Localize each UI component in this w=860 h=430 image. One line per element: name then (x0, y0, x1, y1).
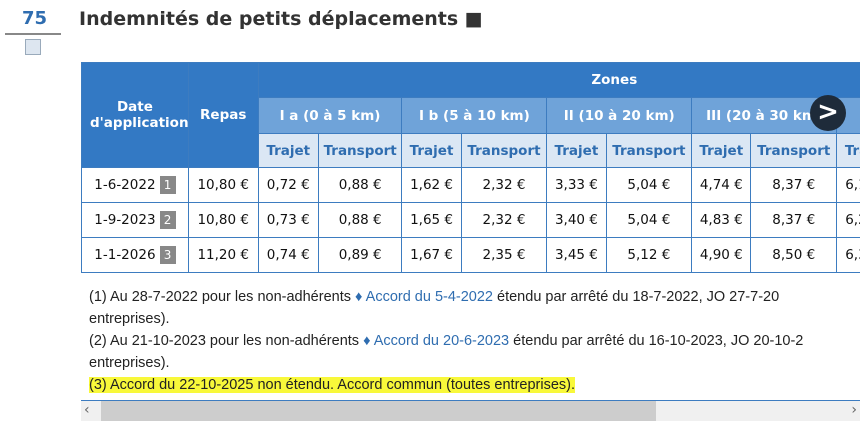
subheader-trajet: Trajet (257, 133, 319, 168)
footnote-1-cont: entreprises). (89, 311, 170, 327)
footnotes: (1) Au 28-7-2022 pour les non-adhérents … (89, 286, 860, 396)
value-cell: 2,35 € (460, 237, 548, 273)
edit-icon[interactable] (25, 39, 41, 55)
subheader-trajet: Trajet (401, 133, 462, 168)
repas-cell: 10,80 € (187, 202, 259, 238)
table-row: 1-6-2022 1 10,80 €0,72 €0,88 €1,62 €2,32 €… (81, 167, 860, 203)
subheader-trajet: Trajet (836, 133, 860, 168)
value-cell: 8,37 € (750, 202, 838, 238)
value-cell: 5,04 € (605, 202, 693, 238)
value-cell: 0,72 € (257, 167, 319, 203)
value-cell: 0,74 € (257, 237, 319, 273)
subheader-trajet: Trajet (691, 133, 752, 168)
divider (5, 33, 61, 35)
footnote-2: (2) Au 21-10-2023 pour les non-adhérents… (89, 333, 804, 349)
value-cell: 4,74 € (691, 167, 752, 203)
value-cell: 3,45 € (546, 237, 607, 273)
date-cell: 1-9-2023 2 (81, 202, 189, 238)
date: 1-1-2026 (94, 247, 156, 263)
note-badge[interactable]: 3 (159, 246, 176, 264)
header-date: Date d'application (81, 62, 189, 168)
zone-header: I a (0 à 5 km) (257, 97, 403, 134)
table-container: Date d'application Repas Zones I a (0 à … (81, 62, 860, 277)
value-cell: 8,50 € (750, 237, 838, 273)
value-cell: 0,88 € (317, 202, 403, 238)
table-row: 1-9-2023 2 10,80 €0,73 €0,88 €1,65 €2,32 €… (81, 202, 860, 238)
value-cell: 3,40 € (546, 202, 607, 238)
value-cell: 0,88 € (317, 167, 403, 203)
repas-cell: 11,20 € (187, 237, 259, 273)
subheader-transport: Transport (605, 133, 693, 168)
value-cell: 1,67 € (401, 237, 462, 273)
subheader-transport: Transport (460, 133, 548, 168)
value-cell: 4,83 € (691, 202, 752, 238)
scroll-right-button[interactable]: > (810, 95, 846, 131)
zone-header: II (10 à 20 km) (546, 97, 693, 134)
value-cell: 8,37 € (750, 167, 838, 203)
note-badge[interactable]: 1 (159, 176, 176, 194)
repas-cell: 10,80 € (187, 167, 259, 203)
value-cell: 3,33 € (546, 167, 607, 203)
accord-link-1[interactable]: ♦ Accord du 5-4-2022 (355, 289, 493, 305)
date-cell: 1-6-2022 1 (81, 167, 189, 203)
accord-link-2[interactable]: ♦ Accord du 20-6-2023 (363, 333, 510, 349)
table-row: 1-1-2026 3 11,20 €0,74 €0,89 €1,67 €2,35 €… (81, 237, 860, 273)
zone-header: I b (5 à 10 km) (401, 97, 548, 134)
footnote-3: (3) Accord du 22-10-2025 non étendu. Acc… (89, 377, 576, 393)
value-cell: 5,04 € (605, 167, 693, 203)
date-cell: 1-1-2026 3 (81, 237, 189, 273)
scrollbar-thumb[interactable] (101, 401, 656, 421)
value-cell: 0,89 € (317, 237, 403, 273)
footnote-1: (1) Au 28-7-2022 pour les non-adhérents … (89, 289, 780, 305)
value-cell: 6,37 € (836, 237, 860, 273)
header-zones: Zones (257, 62, 860, 98)
value-cell: 6,16 € (836, 167, 860, 203)
value-cell: 1,65 € (401, 202, 462, 238)
value-cell: 0,73 € (257, 202, 319, 238)
scroll-left-icon[interactable]: ‹ (84, 402, 90, 418)
footnote-2-cont: entreprises). (89, 355, 170, 371)
subheader-transport: Transport (750, 133, 838, 168)
allowance-table: Date d'application Repas Zones I a (0 à … (81, 62, 860, 273)
date: 1-9-2023 (94, 212, 156, 228)
horizontal-scrollbar[interactable]: ‹ › (81, 400, 860, 421)
value-cell: 5,12 € (605, 237, 693, 273)
section-number: 75 (22, 8, 48, 29)
value-cell: 1,62 € (401, 167, 462, 203)
date: 1-6-2022 (94, 177, 156, 193)
value-cell: 2,32 € (460, 202, 548, 238)
header-repas: Repas (187, 62, 259, 168)
subheader-trajet: Trajet (546, 133, 607, 168)
value-cell: 4,90 € (691, 237, 752, 273)
page-title: Indemnités de petits déplacements ■ (79, 8, 483, 30)
value-cell: 2,32 € (460, 167, 548, 203)
subheader-transport: Transport (317, 133, 403, 168)
note-badge[interactable]: 2 (159, 211, 176, 229)
scroll-right-icon[interactable]: › (851, 402, 857, 418)
value-cell: 6,28 € (836, 202, 860, 238)
